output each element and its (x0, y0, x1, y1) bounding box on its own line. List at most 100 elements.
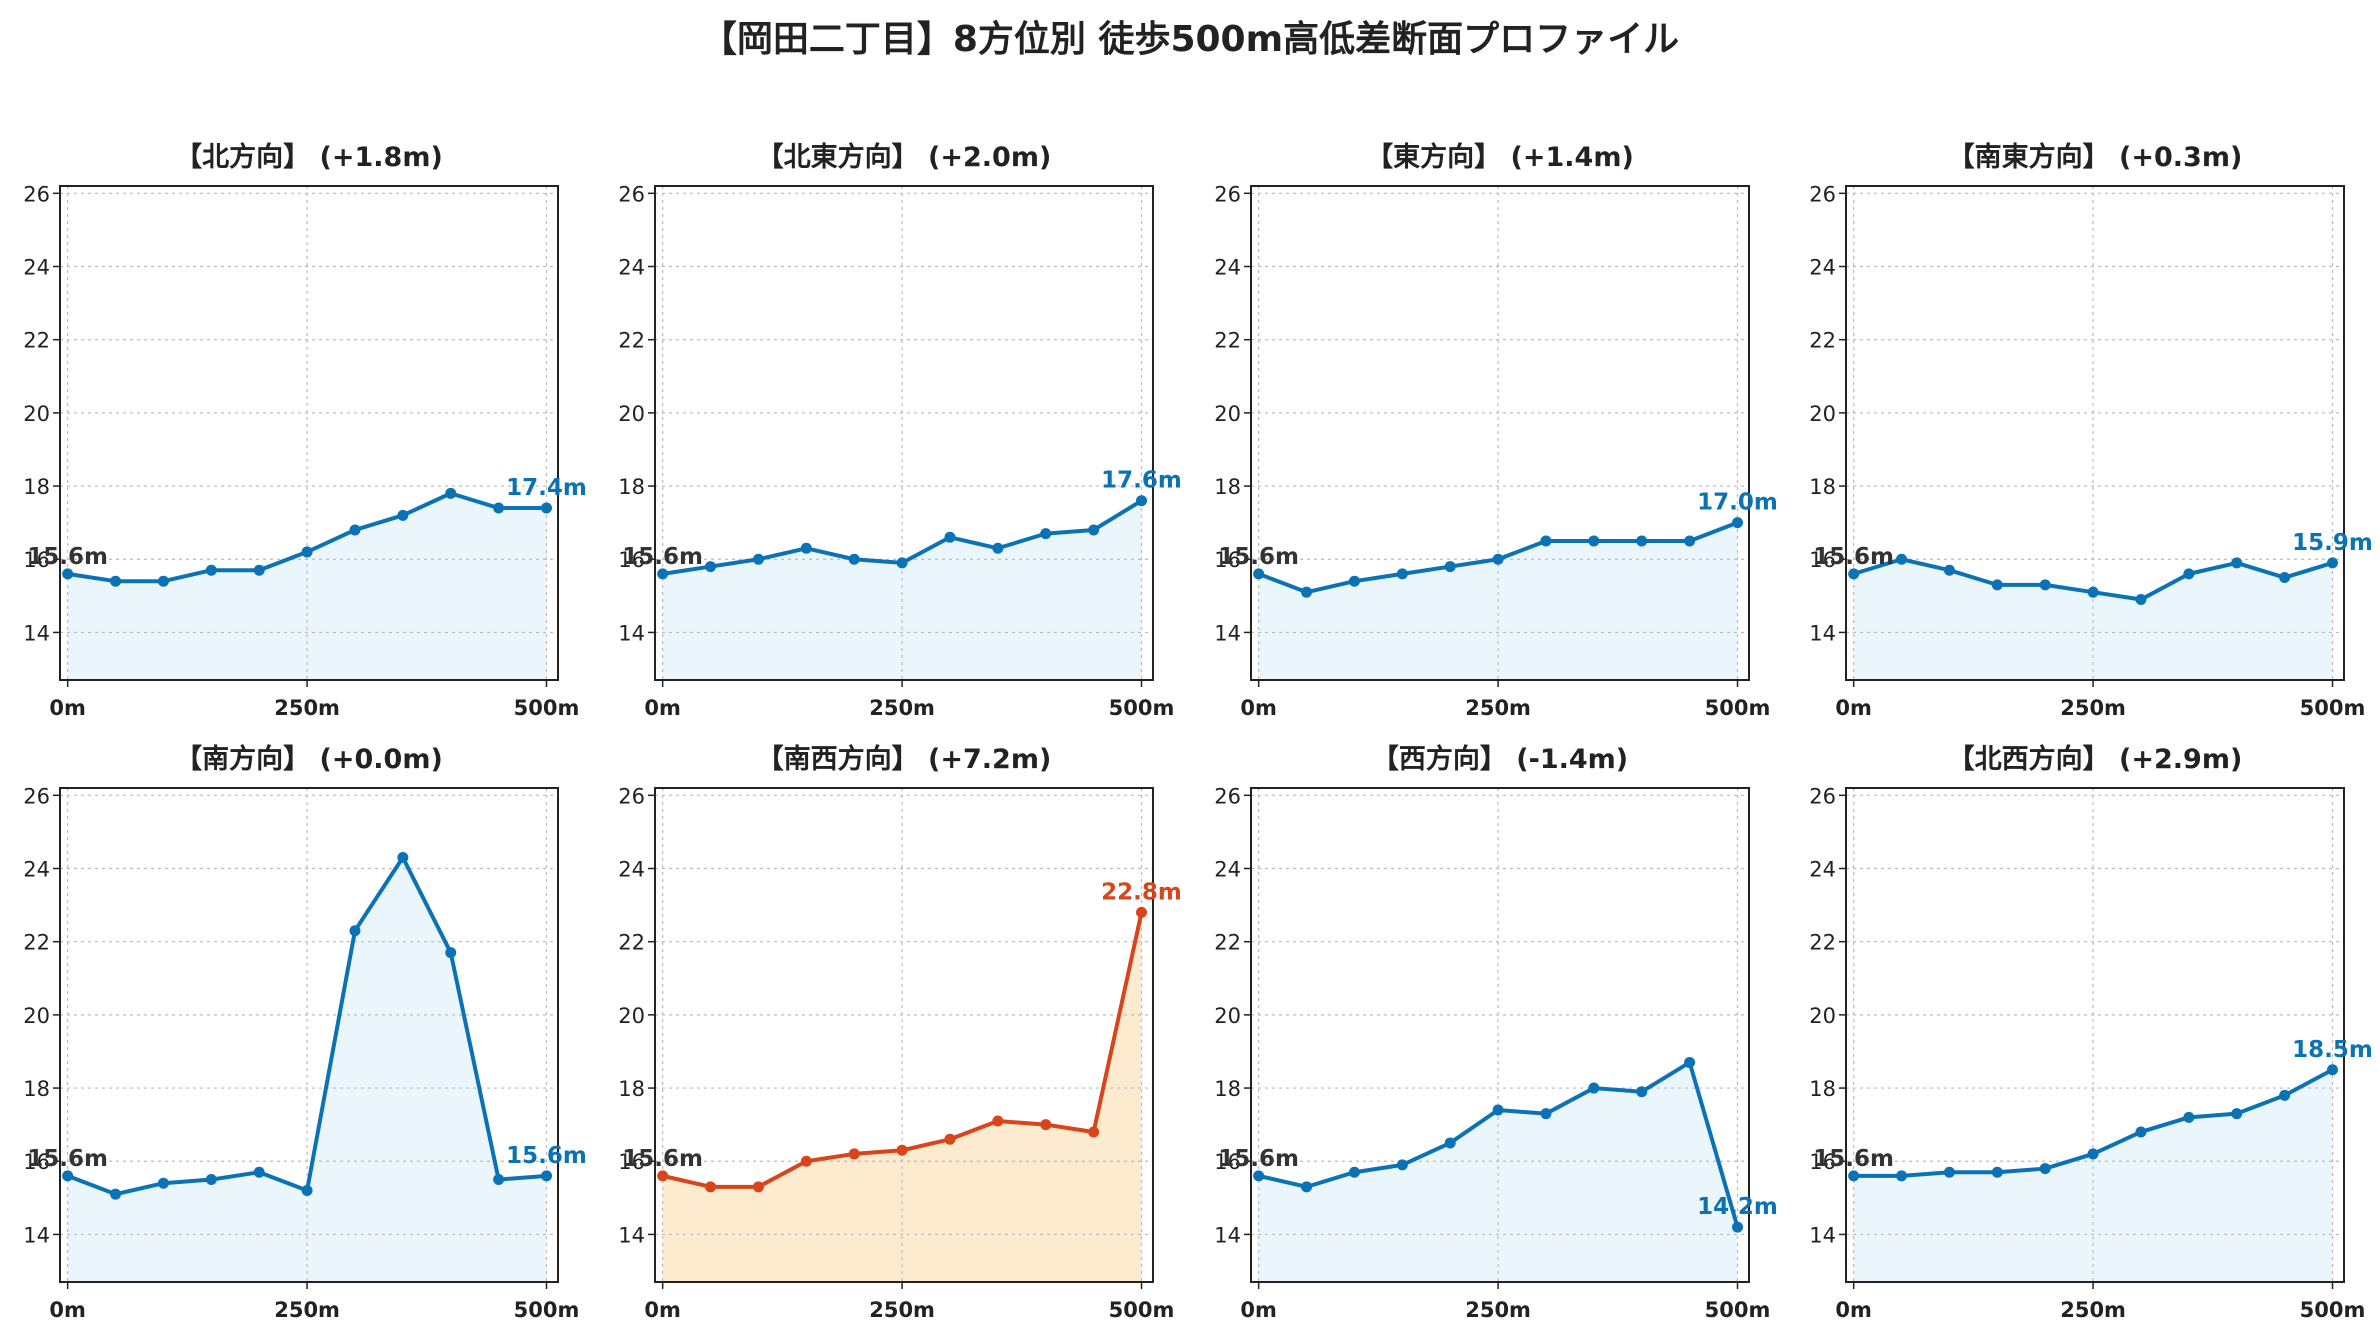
data-point (1732, 517, 1744, 529)
axes-frame (1250, 185, 1750, 681)
data-point (301, 546, 313, 558)
y-tick-label: 18 (618, 475, 645, 499)
data-point (1684, 1056, 1696, 1068)
y-tick-label: 18 (1809, 1077, 1836, 1101)
start-value-label: 15.6m (1813, 1146, 1894, 1172)
start-value-label: 15.6m (1813, 544, 1894, 570)
end-value-label: 17.6m (1101, 468, 1182, 494)
x-tick-label: 0m (1835, 696, 1872, 720)
data-point (1444, 1137, 1456, 1149)
data-point (349, 925, 361, 937)
data-point (62, 1170, 74, 1182)
x-tick-label: 500m (2300, 1298, 2366, 1322)
data-point (397, 509, 409, 521)
y-tick-label: 22 (23, 931, 50, 955)
y-tick-label: 20 (1214, 1004, 1241, 1028)
panel-title: 【西方向】 (-1.4m) (1372, 743, 1628, 775)
panel-title: 【南方向】 (+0.0m) (175, 743, 443, 775)
start-value-label: 15.6m (1218, 1146, 1299, 1172)
axes-frame (1845, 787, 2345, 1283)
data-point (1636, 1086, 1648, 1098)
data-point (1492, 553, 1504, 565)
data-point (1088, 524, 1100, 536)
y-tick-label: 14 (23, 621, 50, 645)
data-point (157, 575, 169, 587)
data-point (2231, 557, 2243, 569)
x-tick-label: 250m (1465, 696, 1531, 720)
x-tick-label: 250m (274, 696, 340, 720)
data-point (1040, 1119, 1052, 1131)
data-point (445, 487, 457, 499)
x-tick-label: 500m (514, 1298, 580, 1322)
data-point (445, 947, 457, 959)
start-value-label: 15.6m (622, 1146, 703, 1172)
y-tick-label: 16 (1809, 548, 1836, 572)
axes-frame (59, 787, 559, 1283)
area-fill (1258, 1062, 1738, 1282)
x-tick-label: 250m (869, 1298, 935, 1322)
y-tick-label: 24 (1214, 256, 1241, 280)
data-point (800, 542, 812, 554)
x-tick-label: 500m (1109, 1298, 1175, 1322)
end-value-label: 15.9m (2292, 530, 2373, 556)
y-tick-label: 16 (618, 548, 645, 572)
data-point (1896, 1170, 1908, 1182)
axes-frame (654, 185, 1154, 681)
start-value-label: 15.6m (27, 1146, 108, 1172)
axes-frame (654, 787, 1154, 1283)
data-point (2135, 1126, 2147, 1138)
y-tick-label: 16 (1809, 1150, 1836, 1174)
data-point (944, 1133, 956, 1145)
y-tick-label: 20 (618, 1004, 645, 1028)
x-tick-label: 0m (644, 696, 681, 720)
data-point (2039, 579, 2051, 591)
data-point (1991, 1166, 2003, 1178)
end-value-label: 15.6m (506, 1143, 587, 1169)
data-point (1943, 564, 1955, 576)
y-tick-label: 24 (618, 858, 645, 882)
y-tick-label: 24 (23, 256, 50, 280)
panel-title: 【東方向】 (+1.4m) (1366, 141, 1634, 173)
area-fill (1853, 559, 2333, 680)
data-point (1253, 568, 1265, 580)
x-tick-label: 0m (1240, 1298, 1277, 1322)
data-point (896, 557, 908, 569)
data-point (2087, 1148, 2099, 1160)
data-point (205, 564, 217, 576)
panel-title: 【南東方向】 (+0.3m) (1948, 141, 2243, 173)
y-tick-label: 26 (618, 784, 645, 808)
data-point (62, 568, 74, 580)
data-point (2039, 1163, 2051, 1175)
y-tick-label: 20 (1809, 402, 1836, 426)
data-point (493, 502, 505, 514)
data-point (2183, 568, 2195, 580)
area-fill (662, 500, 1142, 680)
data-point (1540, 1108, 1552, 1120)
data-point (1684, 535, 1696, 547)
y-tick-label: 14 (23, 1223, 50, 1247)
chart-panel: 【北方向】 (+1.8m) 14 16 18 20 22 24 26 0m 250m 500m 15.… (23, 141, 587, 720)
chart-panel: 【東方向】 (+1.4m) 14 16 18 20 22 24 26 0m 250m 500m 15.… (1214, 141, 1778, 720)
data-point (2231, 1108, 2243, 1120)
x-tick-label: 500m (1109, 696, 1175, 720)
axes-frame (1845, 185, 2345, 681)
y-tick-label: 22 (1809, 931, 1836, 955)
y-tick-label: 14 (1809, 621, 1836, 645)
data-point (1348, 575, 1360, 587)
x-tick-label: 500m (2300, 696, 2366, 720)
y-tick-label: 26 (1809, 182, 1836, 206)
data-point (1588, 1082, 1600, 1094)
y-tick-label: 22 (618, 329, 645, 353)
y-tick-label: 14 (1214, 621, 1241, 645)
data-point (205, 1174, 217, 1186)
data-point (1253, 1170, 1265, 1182)
x-tick-label: 0m (49, 696, 86, 720)
x-tick-label: 0m (1240, 696, 1277, 720)
y-tick-label: 18 (23, 1077, 50, 1101)
axes-frame (1250, 787, 1750, 1283)
data-point (1396, 568, 1408, 580)
x-tick-label: 500m (514, 696, 580, 720)
y-tick-label: 16 (23, 548, 50, 572)
chart-panel: 【南西方向】 (+7.2m) 14 16 18 20 22 24 26 0m 250m 500m 15… (618, 743, 1182, 1322)
